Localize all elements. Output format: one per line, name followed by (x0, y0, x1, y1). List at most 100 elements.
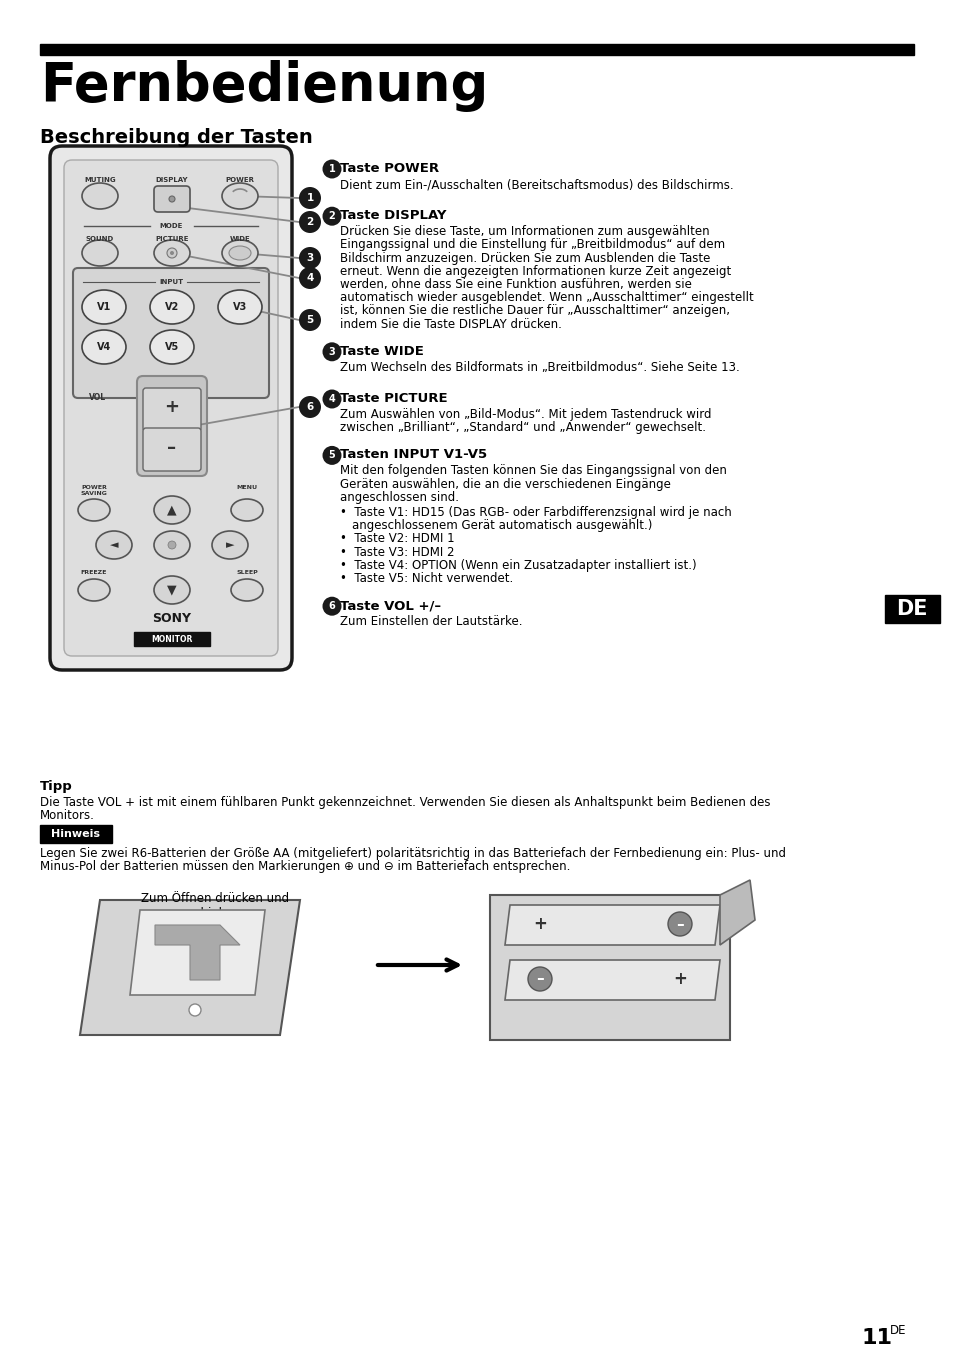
Text: SOUND: SOUND (86, 236, 114, 241)
Circle shape (667, 913, 691, 936)
Polygon shape (490, 895, 729, 1040)
Polygon shape (720, 880, 754, 945)
Text: SLEEP: SLEEP (236, 570, 257, 575)
Text: PICTURE: PICTURE (155, 236, 189, 241)
FancyBboxPatch shape (143, 388, 201, 431)
Ellipse shape (153, 576, 190, 603)
Text: +: + (673, 970, 686, 989)
Text: V1: V1 (97, 302, 111, 312)
Text: POWER: POWER (225, 178, 254, 183)
Text: ►: ► (226, 540, 234, 551)
Text: angeschlossen sind.: angeschlossen sind. (339, 491, 458, 504)
Bar (40, 43, 913, 56)
Ellipse shape (231, 499, 263, 521)
Text: Geräten auswählen, die an die verschiedenen Eingänge: Geräten auswählen, die an die verschiede… (339, 477, 670, 491)
Circle shape (170, 251, 173, 255)
Circle shape (168, 541, 175, 549)
Text: –: – (168, 439, 176, 457)
Ellipse shape (150, 290, 193, 324)
Polygon shape (154, 925, 240, 980)
Text: DE: DE (895, 599, 926, 618)
Text: angeschlossenem Gerät automatisch ausgewählt.): angeschlossenem Gerät automatisch ausgew… (352, 519, 652, 532)
Text: +: + (533, 915, 546, 933)
Text: V4: V4 (97, 342, 111, 353)
Circle shape (527, 967, 552, 991)
Text: ▲: ▲ (167, 503, 176, 517)
Text: V2: V2 (165, 302, 179, 312)
Text: 11: 11 (862, 1328, 892, 1348)
Text: Dient zum Ein-/Ausschalten (Bereitschaftsmodus) des Bildschirms.: Dient zum Ein-/Ausschalten (Bereitschaft… (339, 178, 733, 191)
Text: ◄: ◄ (110, 540, 118, 551)
Circle shape (298, 309, 320, 331)
Circle shape (322, 389, 341, 408)
Circle shape (189, 1003, 201, 1016)
Ellipse shape (222, 183, 257, 209)
Text: FREEZE: FREEZE (81, 570, 107, 575)
Text: ist, können Sie die restliche Dauer für „Ausschalttimer“ anzeigen,: ist, können Sie die restliche Dauer für … (339, 304, 729, 317)
Text: Taste POWER: Taste POWER (339, 161, 438, 175)
Text: Drücken Sie diese Taste, um Informationen zum ausgewählten: Drücken Sie diese Taste, um Informatione… (339, 225, 709, 239)
Text: 1: 1 (306, 193, 314, 203)
Text: INPUT: INPUT (159, 279, 183, 285)
Ellipse shape (78, 499, 110, 521)
Circle shape (298, 187, 320, 209)
FancyBboxPatch shape (153, 186, 190, 212)
FancyBboxPatch shape (137, 376, 207, 476)
Text: POWER
SAVING: POWER SAVING (80, 485, 108, 496)
Ellipse shape (153, 240, 190, 266)
Circle shape (322, 342, 341, 361)
Text: DISPLAY: DISPLAY (155, 178, 188, 183)
Ellipse shape (212, 532, 248, 559)
Polygon shape (504, 904, 720, 945)
Text: automatisch wieder ausgeblendet. Wenn „Ausschalttimer“ eingestellt: automatisch wieder ausgeblendet. Wenn „A… (339, 292, 753, 304)
Polygon shape (504, 960, 720, 999)
Ellipse shape (153, 496, 190, 523)
Text: werden, ohne dass Sie eine Funktion ausführen, werden sie: werden, ohne dass Sie eine Funktion ausf… (339, 278, 691, 292)
FancyBboxPatch shape (143, 428, 201, 471)
Bar (884, 595, 939, 622)
Text: •  Taste V4: OPTION (Wenn ein Zusatzadapter installiert ist.): • Taste V4: OPTION (Wenn ein Zusatzadapt… (339, 559, 696, 572)
Text: Taste VOL +/–: Taste VOL +/– (339, 599, 440, 612)
Circle shape (322, 597, 341, 616)
Text: 6: 6 (328, 601, 335, 612)
Text: erneut. Wenn die angezeigten Informationen kurze Zeit angezeigt: erneut. Wenn die angezeigten Information… (339, 264, 731, 278)
Circle shape (298, 212, 320, 233)
Text: Tasten INPUT V1-V5: Tasten INPUT V1-V5 (339, 449, 487, 461)
Bar (40, 824, 112, 843)
Polygon shape (80, 900, 299, 1035)
Text: Die Taste VOL + ist mit einem fühlbaren Punkt gekennzeichnet. Verwenden Sie dies: Die Taste VOL + ist mit einem fühlbaren … (40, 796, 770, 810)
Text: Zum Wechseln des Bildformats in „Breitbildmodus“. Siehe Seite 13.: Zum Wechseln des Bildformats in „Breitbi… (339, 361, 739, 374)
Bar (133, 632, 210, 645)
Text: Minus-Pol der Batterien müssen den Markierungen ⊕ und ⊖ im Batteriefach entsprec: Minus-Pol der Batterien müssen den Marki… (40, 860, 570, 873)
FancyBboxPatch shape (50, 146, 292, 670)
Text: 1: 1 (328, 164, 335, 174)
Text: Beschreibung der Tasten: Beschreibung der Tasten (40, 127, 313, 146)
Text: •  Taste V1: HD15 (Das RGB- oder Farbdifferenzsignal wird je nach: • Taste V1: HD15 (Das RGB- oder Farbdiff… (339, 506, 731, 519)
Circle shape (298, 396, 320, 418)
Text: Fernbedienung: Fernbedienung (40, 60, 488, 113)
Text: –: – (676, 917, 683, 932)
Text: Bildschirm anzuzeigen. Drücken Sie zum Ausblenden die Taste: Bildschirm anzuzeigen. Drücken Sie zum A… (339, 252, 710, 264)
Text: V5: V5 (165, 342, 179, 353)
Ellipse shape (150, 330, 193, 363)
Text: 2: 2 (306, 217, 314, 226)
Text: 4: 4 (306, 273, 314, 283)
Text: •  Taste V2: HDMI 1: • Taste V2: HDMI 1 (339, 533, 455, 545)
Text: 2: 2 (328, 212, 335, 221)
Text: V3: V3 (233, 302, 247, 312)
Text: 5: 5 (328, 450, 335, 461)
Text: WIDE: WIDE (230, 236, 250, 241)
Ellipse shape (78, 579, 110, 601)
Ellipse shape (96, 532, 132, 559)
Text: MENU: MENU (236, 485, 257, 490)
Text: Zum Auswählen von „Bild-Modus“. Mit jedem Tastendruck wird: Zum Auswählen von „Bild-Modus“. Mit jede… (339, 408, 711, 420)
Text: 4: 4 (328, 395, 335, 404)
Text: 6: 6 (306, 401, 314, 412)
Text: MODE: MODE (159, 222, 182, 229)
Text: Zum Einstellen der Lautstärke.: Zum Einstellen der Lautstärke. (339, 616, 522, 628)
Ellipse shape (82, 183, 118, 209)
Text: ▼: ▼ (167, 583, 176, 597)
Circle shape (169, 197, 174, 202)
Text: •  Taste V5: Nicht verwendet.: • Taste V5: Nicht verwendet. (339, 572, 513, 584)
Text: –: – (536, 971, 543, 987)
